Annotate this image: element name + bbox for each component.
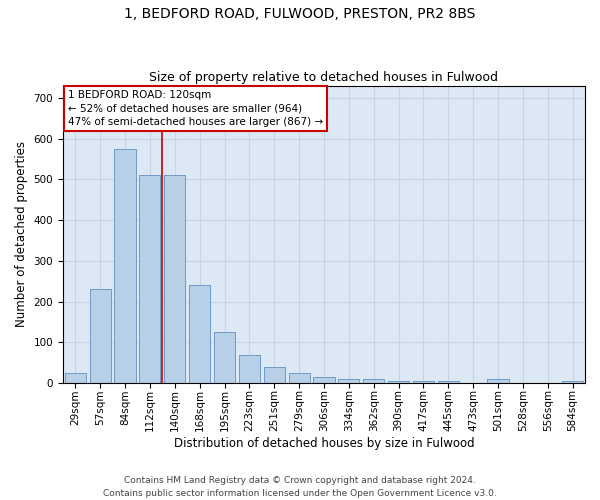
Bar <box>289 373 310 383</box>
Text: 1, BEDFORD ROAD, FULWOOD, PRESTON, PR2 8BS: 1, BEDFORD ROAD, FULWOOD, PRESTON, PR2 8… <box>124 8 476 22</box>
Bar <box>413 381 434 383</box>
Bar <box>487 379 509 383</box>
Bar <box>139 176 160 383</box>
Bar <box>338 379 359 383</box>
Bar <box>89 290 111 383</box>
Bar <box>65 373 86 383</box>
Bar <box>214 332 235 383</box>
Bar <box>363 379 384 383</box>
Text: 1 BEDFORD ROAD: 120sqm
← 52% of detached houses are smaller (964)
47% of semi-de: 1 BEDFORD ROAD: 120sqm ← 52% of detached… <box>68 90 323 126</box>
Bar <box>437 381 459 383</box>
Title: Size of property relative to detached houses in Fulwood: Size of property relative to detached ho… <box>149 72 499 85</box>
Bar <box>263 367 285 383</box>
Bar <box>115 149 136 383</box>
Text: Contains HM Land Registry data © Crown copyright and database right 2024.
Contai: Contains HM Land Registry data © Crown c… <box>103 476 497 498</box>
Bar <box>239 354 260 383</box>
Y-axis label: Number of detached properties: Number of detached properties <box>15 142 28 328</box>
Bar <box>189 286 210 383</box>
Bar <box>562 381 583 383</box>
Bar <box>164 176 185 383</box>
Bar <box>388 381 409 383</box>
Bar <box>313 377 335 383</box>
X-axis label: Distribution of detached houses by size in Fulwood: Distribution of detached houses by size … <box>173 437 474 450</box>
